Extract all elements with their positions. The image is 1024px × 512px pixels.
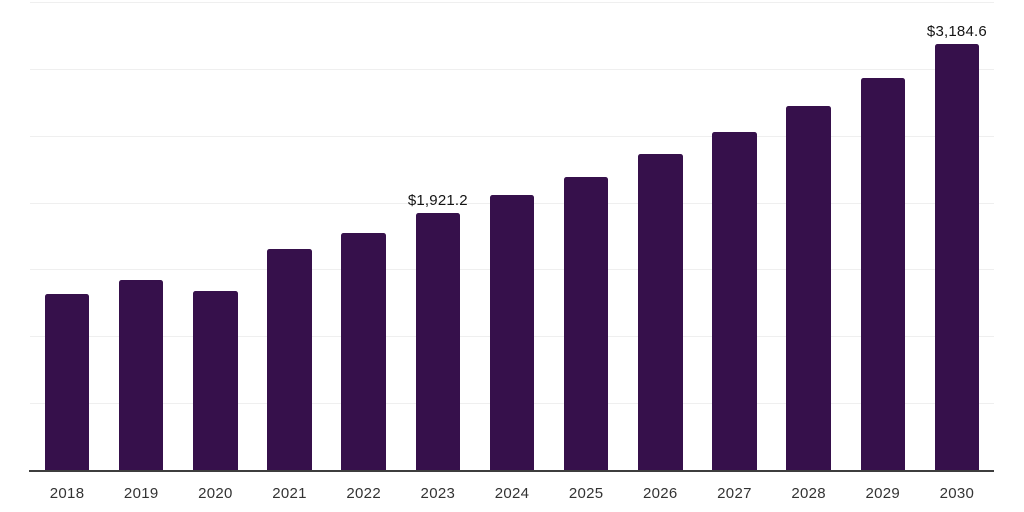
bar-2024 <box>489 194 535 470</box>
bar-2022 <box>341 233 386 470</box>
bar-2021 <box>267 249 312 470</box>
bar-2018 <box>44 293 90 470</box>
bar-2028 <box>786 105 831 470</box>
x-tick-label-2024: 2024 <box>494 485 530 502</box>
bar-2026 <box>638 154 683 470</box>
bar-2025 <box>563 176 609 470</box>
x-tick-label-2028: 2028 <box>791 485 826 502</box>
x-tick-label-2023: 2023 <box>420 485 456 502</box>
bar-2023 <box>415 213 461 470</box>
bar-2020 <box>193 290 238 470</box>
gridline-3000 <box>30 68 994 70</box>
x-tick-label-2029: 2029 <box>865 485 901 502</box>
x-tick-label-2021: 2021 <box>272 485 307 502</box>
plot-area: $1,921.2 $3,184.6 <box>29 2 994 472</box>
data-label-2030: $3,184.6 <box>926 23 987 41</box>
x-tick-label-2020: 2020 <box>198 485 233 502</box>
x-tick-label-2026: 2026 <box>643 485 678 502</box>
x-tick-label-2027: 2027 <box>717 485 752 502</box>
bar-2030 <box>934 44 980 470</box>
x-tick-label-2030: 2030 <box>939 485 975 502</box>
x-axis-line <box>29 470 994 472</box>
x-tick-label-2019: 2019 <box>123 485 159 502</box>
x-tick-label-2018: 2018 <box>49 485 85 502</box>
x-tick-label-2025: 2025 <box>568 485 604 502</box>
x-tick-label-2022: 2022 <box>346 485 381 502</box>
data-label-2023: $1,921.2 <box>407 192 468 210</box>
gridline-3500 <box>30 2 994 3</box>
bar-2029 <box>860 77 905 470</box>
bar-2019 <box>118 280 164 470</box>
gridline-2500 <box>30 135 994 137</box>
bar-2027 <box>712 131 757 470</box>
